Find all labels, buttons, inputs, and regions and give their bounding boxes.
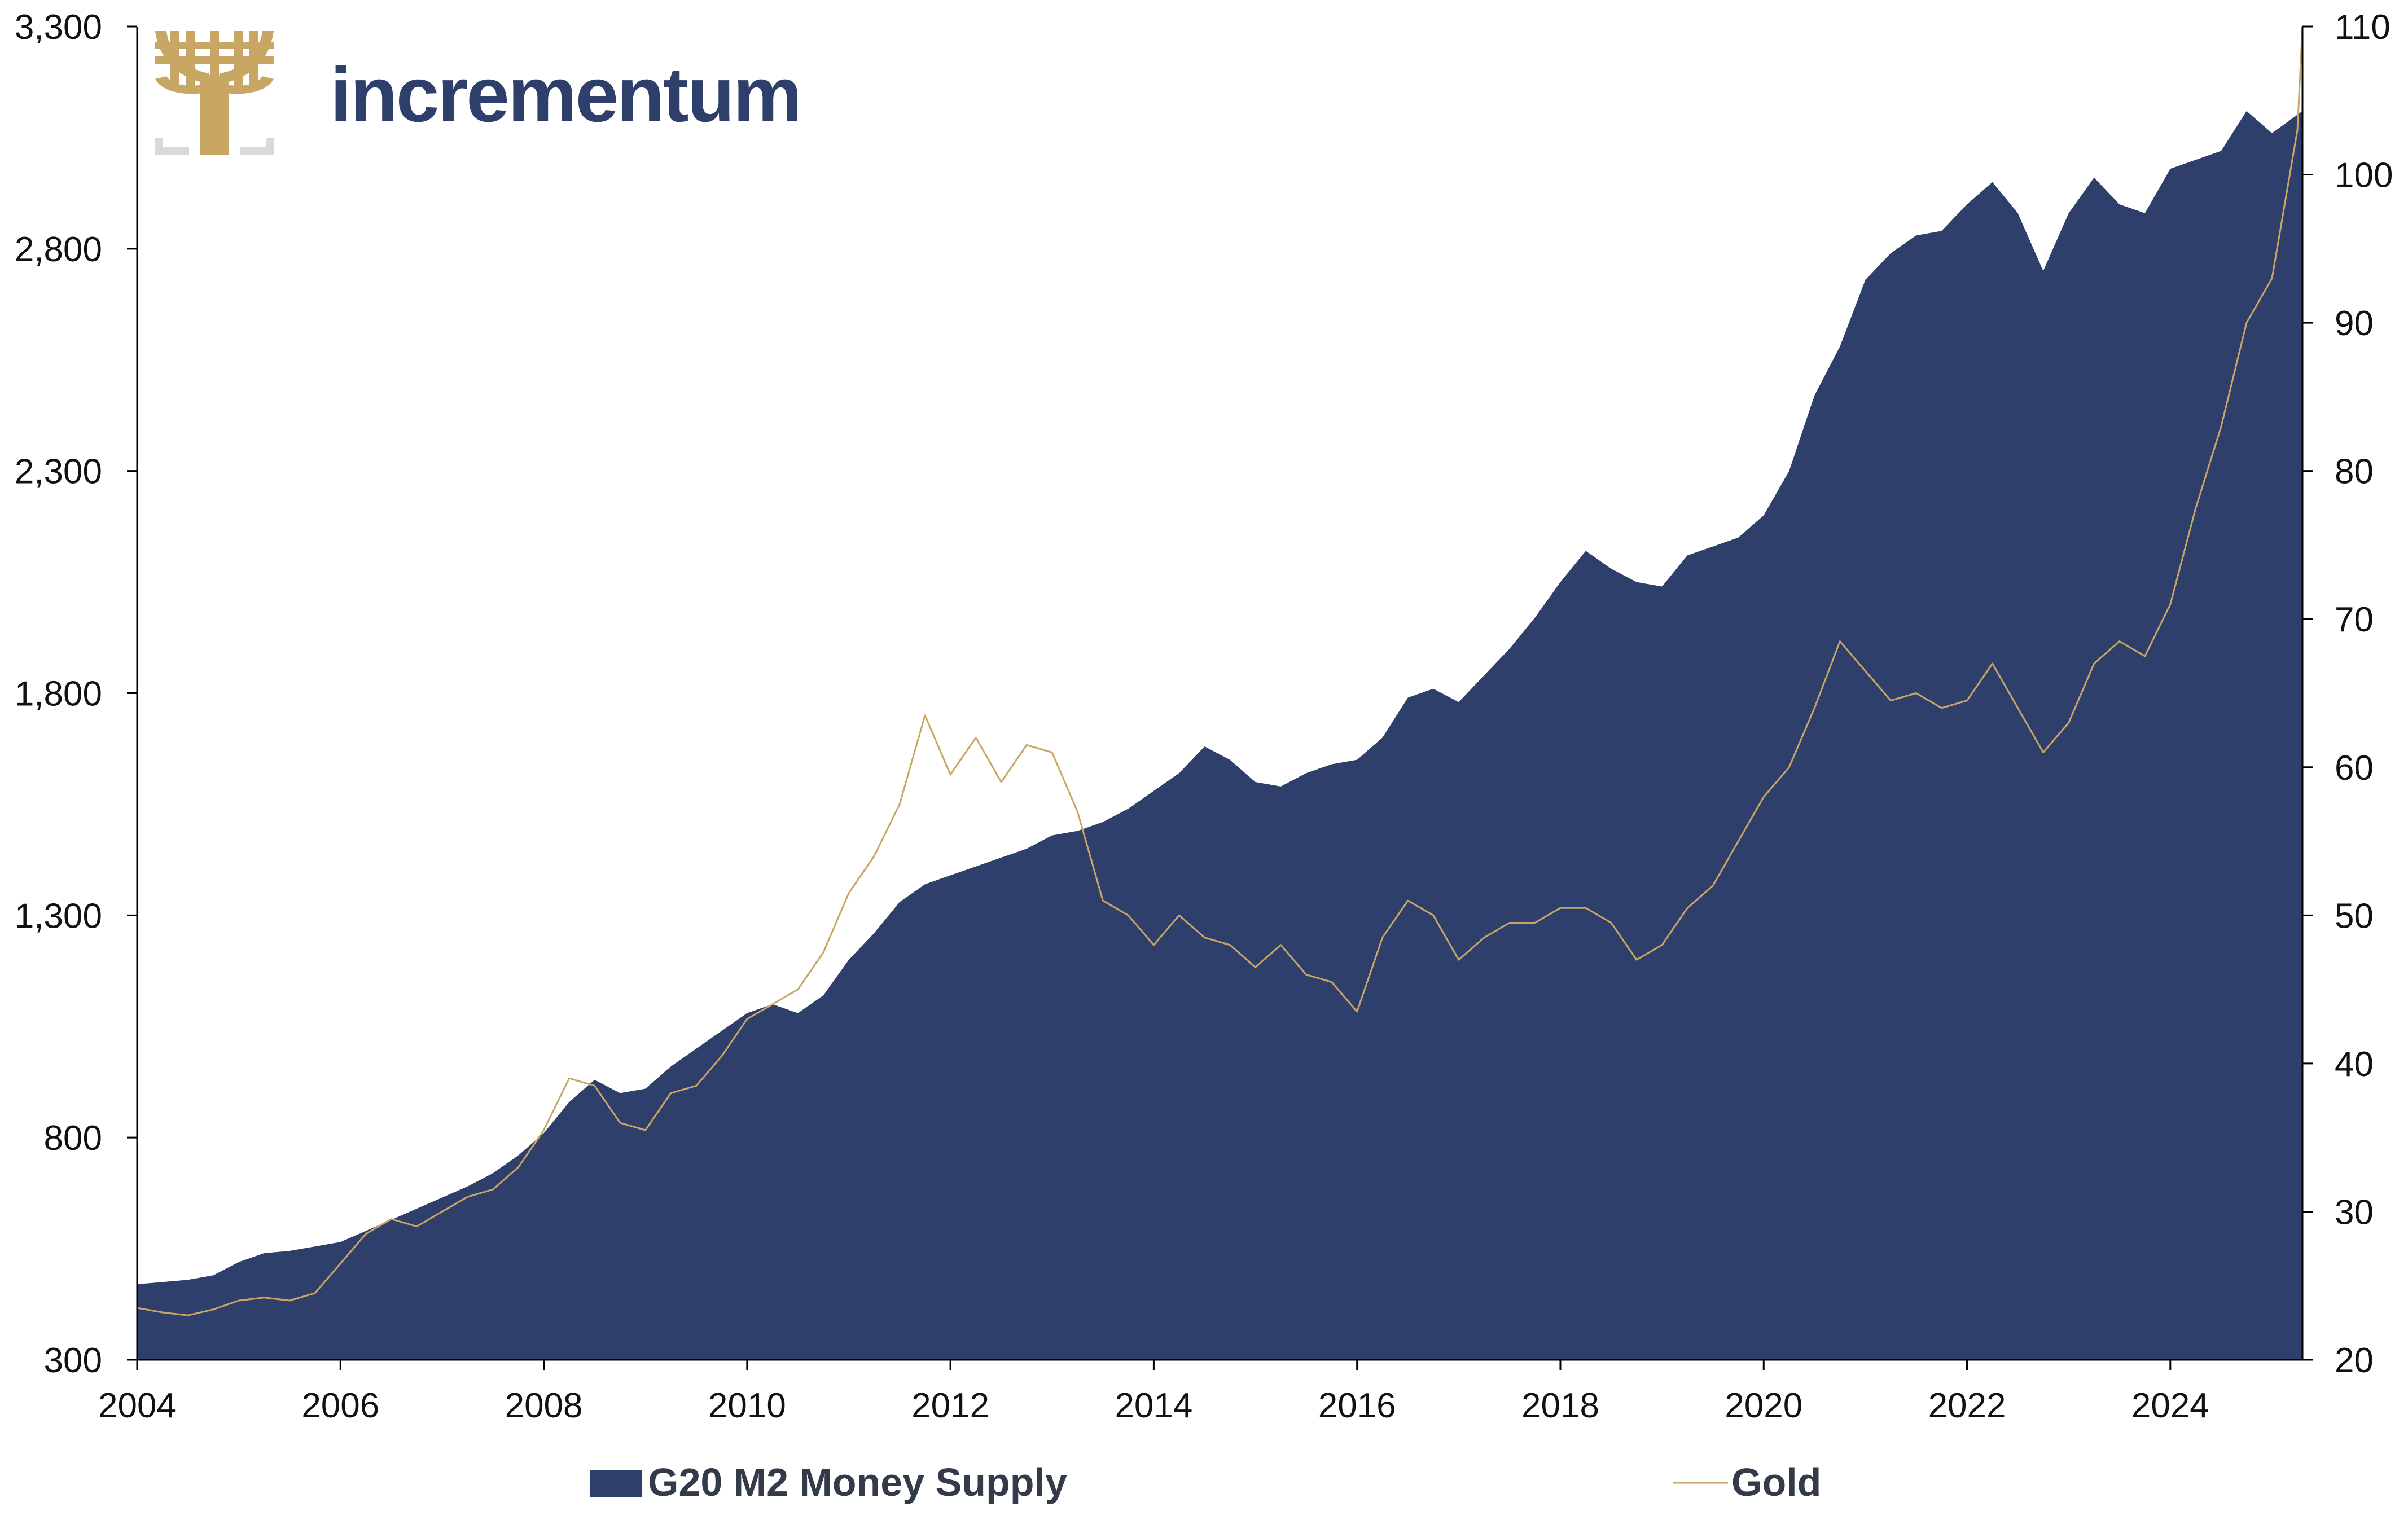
x-tick-label: 2022 xyxy=(1928,1386,2006,1425)
logo-bracket-icon xyxy=(155,138,274,155)
x-tick-label: 2004 xyxy=(98,1386,176,1425)
y-right-tick-label: 50 xyxy=(2335,897,2374,935)
legend-label-m2: G20 M2 Money Supply xyxy=(648,1460,1067,1504)
series-area-m2 xyxy=(137,111,2302,1360)
y-right-tick-label: 100 xyxy=(2335,156,2393,195)
x-tick-label: 2024 xyxy=(2131,1386,2209,1425)
y-left-tick-label: 3,300 xyxy=(15,8,102,47)
x-tick-label: 2020 xyxy=(1725,1386,1802,1425)
x-tick-label: 2014 xyxy=(1115,1386,1192,1425)
y-left-tick-label: 300 xyxy=(44,1341,102,1380)
y-left-tick-label: 1,300 xyxy=(15,897,102,935)
brand-name: incrementum xyxy=(330,51,801,138)
x-tick-label: 2008 xyxy=(505,1386,583,1425)
y-right-tick-label: 70 xyxy=(2335,600,2374,639)
y-left-tick-label: 2,800 xyxy=(15,230,102,269)
y-left-tick-label: 1,800 xyxy=(15,675,102,714)
y-right-tick-label: 20 xyxy=(2335,1341,2374,1380)
y-right-tick-label: 80 xyxy=(2335,453,2374,491)
legend-label-gold: Gold xyxy=(1731,1460,1821,1504)
axes: 300 800 1,300 1,800 2,300 2,800 3,300 20 30 40 50 6… xyxy=(15,8,2393,1425)
y-right-tick-label: 40 xyxy=(2335,1045,2374,1084)
plot-area xyxy=(137,26,2304,1360)
legend-swatch-m2 xyxy=(590,1470,642,1497)
y-right-tick-label: 60 xyxy=(2335,749,2374,788)
y-right-tick-label: 110 xyxy=(2335,8,2391,47)
x-tick-label: 2016 xyxy=(1318,1386,1396,1425)
y-right-tick-label: 30 xyxy=(2335,1193,2374,1232)
y-left-tick-label: 2,300 xyxy=(15,453,102,491)
series-line-gold xyxy=(137,26,2304,1316)
incrementum-logo: incrementum xyxy=(155,31,802,155)
x-tick-label: 2006 xyxy=(301,1386,379,1425)
x-tick-label: 2010 xyxy=(708,1386,786,1425)
tree-logo-icon xyxy=(155,31,274,155)
x-tick-label: 2018 xyxy=(1521,1386,1599,1425)
legend: G20 M2 Money Supply Gold xyxy=(590,1460,1821,1504)
x-tick-label: 2012 xyxy=(911,1386,989,1425)
y-right-tick-label: 90 xyxy=(2335,304,2374,343)
y-left-tick-label: 800 xyxy=(44,1119,102,1158)
